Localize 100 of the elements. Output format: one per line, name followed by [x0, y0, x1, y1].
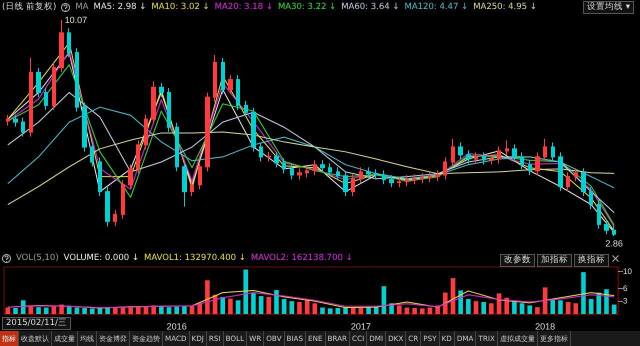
candlestick	[213, 54, 217, 102]
candlestick	[351, 174, 355, 197]
bar	[358, 308, 364, 314]
bar	[190, 306, 194, 314]
candlestick	[528, 160, 532, 176]
bar	[90, 308, 95, 314]
x-tick-label: 2018	[535, 322, 556, 332]
bar	[82, 308, 87, 314]
text: MA5: 2.98 ↓	[94, 1, 146, 14]
bar	[612, 304, 616, 314]
candlestick	[397, 176, 401, 188]
candlestick	[359, 166, 363, 184]
candlestick	[151, 80, 156, 124]
bar	[420, 308, 425, 314]
bar	[166, 307, 172, 314]
candlestick	[612, 225, 616, 236]
bar	[312, 303, 318, 314]
candlestick	[244, 100, 248, 118]
candlestick	[167, 88, 171, 132]
bar	[297, 302, 302, 314]
candlestick	[29, 57, 33, 138]
x-tick-label: 2016	[166, 322, 187, 332]
candlestick	[36, 67, 41, 98]
bar	[527, 305, 532, 314]
candlestick	[267, 151, 271, 162]
bar	[266, 296, 272, 314]
candlestick	[67, 28, 71, 58]
candlestick	[405, 174, 409, 187]
annotation: 10.07	[64, 15, 88, 25]
candlestick	[128, 164, 133, 190]
candlestick	[144, 114, 148, 150]
candlestick	[328, 162, 332, 177]
candlestick	[589, 186, 593, 210]
text: 2015/02/11/三	[2, 317, 71, 330]
candlestick	[82, 102, 87, 152]
bar	[336, 308, 340, 314]
bar	[282, 299, 286, 314]
candlestick	[221, 58, 225, 94]
candlestick	[182, 162, 187, 208]
candlestick	[336, 166, 340, 181]
candlestick	[505, 140, 509, 156]
bar	[450, 278, 456, 314]
bar	[496, 293, 502, 314]
bar	[13, 308, 18, 314]
bar	[320, 308, 325, 314]
candlestick	[435, 170, 440, 182]
bar	[243, 270, 248, 314]
candlestick	[466, 150, 471, 164]
bar	[251, 292, 256, 314]
candlestick	[458, 142, 463, 160]
text: MAVOL2: 162138.700 ↓	[250, 252, 353, 265]
text: 换指标	[574, 254, 609, 267]
candlestick	[305, 166, 309, 178]
bar	[274, 290, 279, 314]
text: VOLUME: 0.000 ↓	[64, 252, 139, 265]
candlestick	[558, 152, 563, 192]
candlestick	[420, 172, 424, 184]
candlestick	[428, 172, 432, 183]
candlestick	[543, 138, 547, 162]
bar	[396, 305, 402, 314]
bar	[174, 306, 179, 314]
text: 加指标	[537, 254, 572, 267]
text: MA30: 3.22 ↓	[278, 1, 336, 14]
candlestick	[21, 117, 25, 138]
bar	[474, 301, 478, 314]
candlestick	[52, 62, 56, 110]
candlestick	[374, 168, 378, 180]
candlestick	[574, 168, 578, 182]
x-tick-label: 2017	[350, 322, 371, 332]
candlestick	[75, 48, 79, 112]
bar	[443, 292, 448, 314]
candlestick	[313, 160, 317, 176]
candlestick	[236, 74, 240, 110]
candlestick	[489, 154, 494, 165]
bar	[328, 308, 332, 314]
candlestick	[44, 88, 48, 110]
candlestick	[412, 174, 417, 185]
candlestick	[59, 20, 64, 73]
candlestick	[13, 114, 18, 128]
bar	[28, 306, 34, 314]
bar	[581, 272, 586, 314]
bar	[588, 299, 594, 314]
candlestick	[520, 152, 524, 170]
candlestick	[175, 122, 179, 172]
bar	[404, 308, 410, 314]
text: 2.86	[605, 238, 623, 248]
candlestick	[512, 144, 517, 162]
bar	[566, 302, 570, 314]
candlestick	[259, 142, 263, 162]
bar	[220, 296, 226, 314]
candlestick	[198, 162, 202, 190]
candlestick	[581, 168, 586, 197]
bar	[520, 303, 524, 314]
bar	[236, 300, 240, 314]
text: MAVOL1: 132970.400 ↓	[144, 252, 246, 265]
bar	[550, 299, 556, 314]
text: MA20: 3.18 ↓	[214, 1, 273, 14]
bar	[558, 300, 563, 314]
candlestick	[121, 180, 125, 220]
bar	[52, 306, 56, 314]
